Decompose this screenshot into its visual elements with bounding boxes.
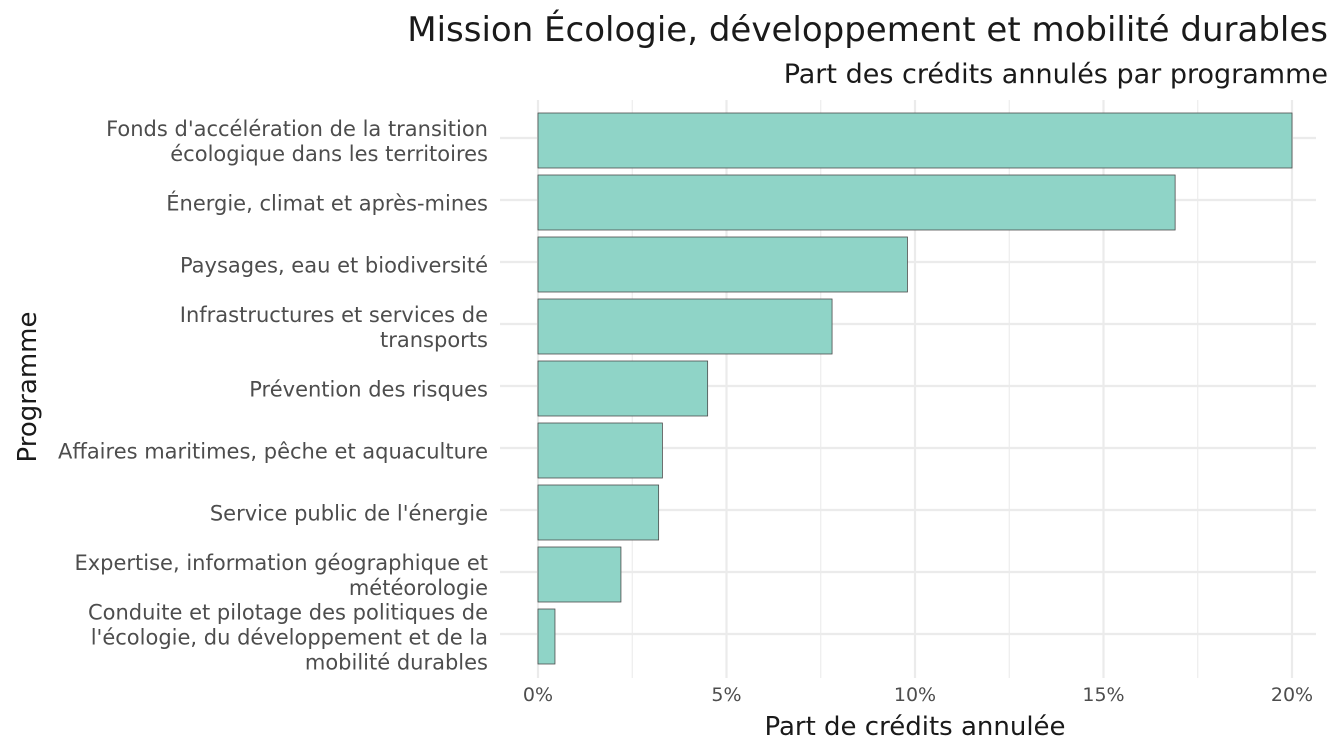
y-tick-label: Affaires maritimes, pêche et aquaculture bbox=[58, 440, 488, 464]
bar bbox=[537, 112, 1293, 169]
bar bbox=[537, 546, 622, 603]
bar bbox=[537, 298, 833, 355]
bar bbox=[537, 422, 663, 479]
x-tick-labels: 0% 5% 10% 15% 20% bbox=[523, 684, 1313, 706]
x-axis-title: Part de crédits annulée bbox=[764, 712, 1065, 742]
x-tick-label: 5% bbox=[711, 684, 741, 706]
bars-group bbox=[537, 112, 1293, 665]
bar bbox=[537, 484, 660, 541]
bar bbox=[537, 174, 1176, 231]
chart-title: Mission Écologie, développement et mobil… bbox=[407, 9, 1328, 50]
y-tick-labels: Fonds d'accélération de la transition éco… bbox=[58, 117, 488, 675]
bar bbox=[537, 236, 908, 293]
y-tick-label: Infrastructures et services de transports bbox=[180, 303, 488, 352]
x-tick-label: 15% bbox=[1082, 684, 1124, 706]
y-tick-label: Conduite et pilotage des politiques de l'… bbox=[88, 601, 488, 675]
y-tick-label: Énergie, climat et après-mines bbox=[166, 191, 488, 216]
bar bbox=[537, 608, 556, 665]
x-tick-label: 0% bbox=[523, 684, 553, 706]
y-tick-label: Paysages, eau et biodiversité bbox=[180, 254, 488, 278]
y-tick-label: Prévention des risques bbox=[249, 378, 488, 402]
bar bbox=[537, 360, 709, 417]
y-tick-label: Expertise, information géographique et mé… bbox=[74, 551, 488, 600]
y-tick-label: Service public de l'énergie bbox=[210, 502, 488, 526]
x-tick-label: 20% bbox=[1271, 684, 1313, 706]
x-tick-label: 10% bbox=[894, 684, 936, 706]
y-tick-label: Fonds d'accélération de la transition éco… bbox=[106, 117, 488, 166]
chart-subtitle: Part des crédits annulés par programme bbox=[784, 59, 1328, 90]
y-axis-title: Programme bbox=[13, 311, 43, 462]
